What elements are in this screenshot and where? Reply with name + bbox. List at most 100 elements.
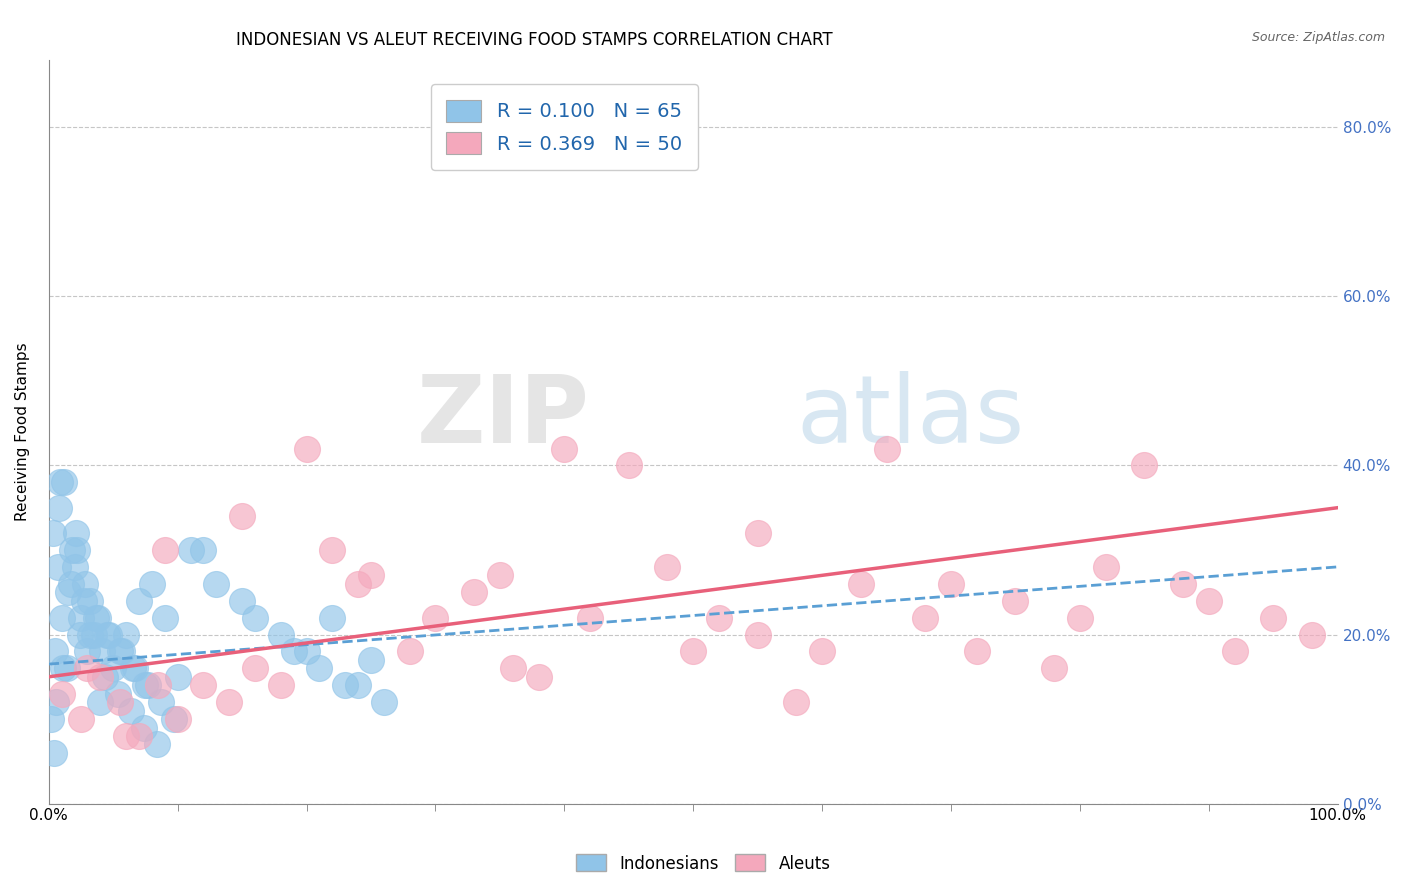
- Point: [1133, 458, 1156, 473]
- Point: [89, 695, 111, 709]
- Point: [231, 593, 253, 607]
- Point: [72, 593, 94, 607]
- Point: [66, 543, 89, 558]
- Point: [108, 695, 131, 709]
- Point: [96, 627, 118, 641]
- Point: [69, 627, 91, 641]
- Point: [73, 576, 96, 591]
- Point: [707, 610, 730, 624]
- Point: [308, 661, 330, 675]
- Point: [134, 678, 156, 692]
- Point: [103, 661, 125, 675]
- Point: [527, 670, 550, 684]
- Point: [489, 568, 512, 582]
- Point: [1198, 593, 1220, 607]
- Point: [53, 475, 76, 490]
- Legend: Indonesians, Aleuts: Indonesians, Aleuts: [569, 847, 837, 880]
- Point: [243, 610, 266, 624]
- Point: [111, 644, 134, 658]
- Point: [51, 687, 73, 701]
- Point: [41, 526, 63, 541]
- Point: [180, 543, 202, 558]
- Text: atlas: atlas: [796, 371, 1025, 463]
- Point: [46, 560, 69, 574]
- Point: [115, 729, 138, 743]
- Point: [42, 746, 65, 760]
- Point: [295, 442, 318, 456]
- Point: [108, 644, 131, 658]
- Point: [41, 712, 63, 726]
- Point: [48, 500, 70, 515]
- Text: Source: ZipAtlas.com: Source: ZipAtlas.com: [1251, 31, 1385, 45]
- Point: [79, 627, 101, 641]
- Point: [59, 576, 82, 591]
- Point: [682, 644, 704, 658]
- Point: [166, 670, 188, 684]
- Point: [141, 576, 163, 591]
- Point: [347, 576, 370, 591]
- Point: [56, 585, 79, 599]
- Point: [295, 644, 318, 658]
- Point: [360, 653, 382, 667]
- Point: [146, 738, 169, 752]
- Point: [1223, 644, 1246, 658]
- Point: [44, 644, 66, 658]
- Point: [1004, 593, 1026, 607]
- Point: [502, 661, 524, 675]
- Point: [657, 560, 679, 574]
- Text: ZIP: ZIP: [418, 371, 591, 463]
- Point: [49, 475, 72, 490]
- Point: [335, 678, 357, 692]
- Point: [76, 661, 98, 675]
- Point: [65, 526, 87, 541]
- Point: [1171, 576, 1194, 591]
- Point: [115, 627, 138, 641]
- Point: [98, 627, 121, 641]
- Point: [463, 585, 485, 599]
- Point: [128, 729, 150, 743]
- Point: [128, 593, 150, 607]
- Point: [1263, 610, 1285, 624]
- Point: [134, 721, 156, 735]
- Point: [966, 644, 988, 658]
- Point: [321, 610, 343, 624]
- Point: [579, 610, 602, 624]
- Point: [747, 526, 769, 541]
- Point: [231, 509, 253, 524]
- Point: [1094, 560, 1116, 574]
- Point: [63, 560, 86, 574]
- Point: [849, 576, 872, 591]
- Point: [553, 442, 575, 456]
- Point: [149, 695, 172, 709]
- Point: [321, 543, 343, 558]
- Point: [398, 644, 420, 658]
- Point: [56, 661, 79, 675]
- Point: [1043, 661, 1066, 675]
- Point: [1301, 627, 1323, 641]
- Point: [45, 695, 67, 709]
- Text: INDONESIAN VS ALEUT RECEIVING FOOD STAMPS CORRELATION CHART: INDONESIAN VS ALEUT RECEIVING FOOD STAMP…: [236, 31, 832, 49]
- Point: [121, 661, 143, 675]
- Point: [617, 458, 640, 473]
- Point: [124, 661, 146, 675]
- Point: [205, 576, 228, 591]
- Point: [360, 568, 382, 582]
- Point: [1069, 610, 1091, 624]
- Point: [811, 644, 834, 658]
- Point: [90, 644, 112, 658]
- Point: [785, 695, 807, 709]
- Point: [87, 610, 110, 624]
- Point: [270, 678, 292, 692]
- Point: [193, 543, 215, 558]
- Point: [153, 543, 176, 558]
- Point: [163, 712, 186, 726]
- Point: [876, 442, 898, 456]
- Point: [79, 593, 101, 607]
- Legend: R = 0.100   N = 65, R = 0.369   N = 50: R = 0.100 N = 65, R = 0.369 N = 50: [430, 84, 697, 170]
- Point: [89, 670, 111, 684]
- Point: [425, 610, 447, 624]
- Point: [914, 610, 936, 624]
- Point: [51, 610, 73, 624]
- Point: [86, 610, 108, 624]
- Point: [76, 644, 98, 658]
